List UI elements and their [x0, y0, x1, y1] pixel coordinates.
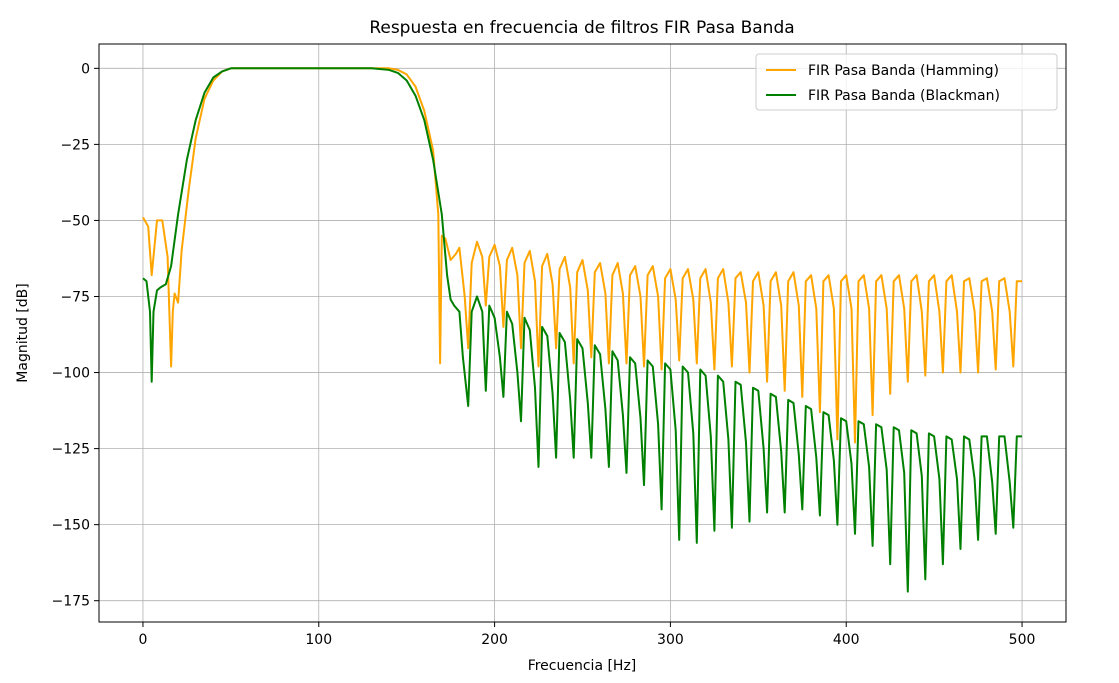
x-axis-label: Frecuencia [Hz] — [528, 658, 637, 674]
y-tick-label: −50 — [60, 213, 90, 229]
legend-label-blackman: FIR Pasa Banda (Blackman) — [808, 88, 1000, 104]
chart-title: Respuesta en frecuencia de filtros FIR P… — [369, 18, 794, 38]
x-tick-label: 500 — [1009, 632, 1036, 648]
legend-label-hamming: FIR Pasa Banda (Hamming) — [808, 63, 999, 79]
y-tick-label: −25 — [60, 137, 90, 153]
y-tick-label: −175 — [52, 594, 90, 610]
plot-lines — [142, 67, 1022, 593]
x-tick-label: 0 — [138, 632, 147, 648]
y-tick-label: 0 — [81, 61, 90, 77]
series-line-hamming — [142, 67, 1022, 444]
y-tick-label: −100 — [52, 366, 90, 382]
plot-frame — [98, 43, 1067, 623]
grid — [99, 44, 1066, 622]
x-tick-label: 200 — [481, 632, 508, 648]
y-tick-label: −125 — [52, 442, 90, 458]
y-tick-label: −150 — [52, 518, 90, 534]
x-tick-label: 300 — [657, 632, 684, 648]
legend-box — [755, 53, 1058, 111]
y-tick-label: −75 — [60, 289, 90, 305]
x-tick-label: 100 — [305, 632, 332, 648]
legend: FIR Pasa Banda (Hamming) FIR Pasa Banda … — [755, 53, 1058, 111]
x-axis-ticks: 0 100 200 300 400 500 — [138, 622, 1035, 648]
series-line-blackman — [142, 67, 1022, 593]
x-tick-label: 400 — [833, 632, 860, 648]
y-axis-ticks: 0 −25 −50 −75 −100 −125 −150 −175 — [52, 61, 99, 610]
y-axis-label: Magnitud [dB] — [15, 283, 31, 382]
